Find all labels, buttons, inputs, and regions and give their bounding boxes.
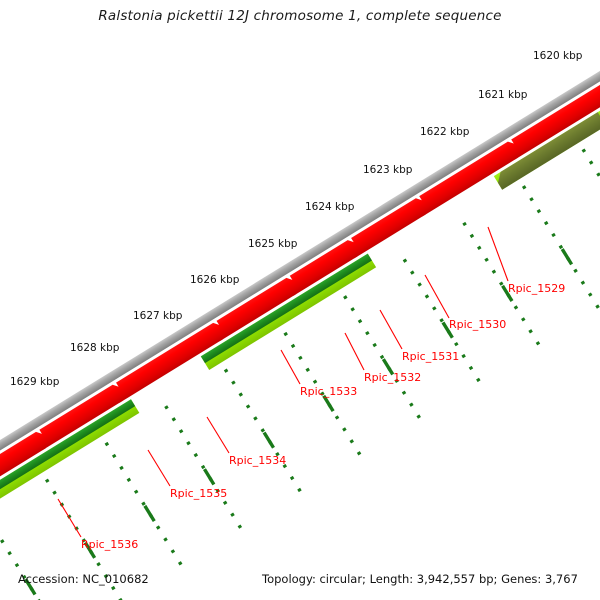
scale-tick [0, 515, 67, 600]
gene-block-reverse-olive[interactable] [494, 112, 600, 190]
gene-arrow-forward[interactable] [504, 70, 600, 160]
gene-leader-line [344, 332, 365, 371]
axis-tick-label: 1628 kbp [70, 342, 120, 354]
gene-label-rpic-1536[interactable]: Rpic_1536 [81, 538, 139, 551]
accession-text: Accession: NC_010682 [18, 572, 149, 586]
scale-tick [0, 551, 8, 600]
scale-tick-group [0, 148, 600, 600]
gene-arrow-forward[interactable] [344, 194, 432, 259]
scale-tick-major [322, 394, 335, 413]
scale-tick [581, 148, 600, 279]
scale-tick-major [203, 468, 216, 486]
gene-arrow-forward[interactable] [283, 236, 365, 297]
axis-tick-label: 1627 kbp [133, 310, 183, 322]
gene-label-rpic-1532[interactable]: Rpic_1532 [364, 371, 422, 384]
scale-tick-major [262, 431, 275, 449]
gene-label-rpic-1530[interactable]: Rpic_1530 [449, 318, 507, 331]
gene-arrow-forward[interactable] [109, 319, 230, 404]
axis-tick-label: 1626 kbp [190, 274, 240, 286]
sequence-stats-text: Topology: circular; Length: 3,942,557 bp… [262, 572, 578, 586]
gene-block-reverse[interactable] [0, 399, 136, 600]
gene-leader-line [424, 274, 450, 319]
gene-leader-line [147, 449, 171, 487]
page-title: Ralstonia pickettii 12J chromosome 1, co… [98, 8, 502, 24]
scale-tick-major [83, 541, 97, 559]
gene-leader-line [206, 416, 230, 454]
scale-tick-major [24, 578, 37, 596]
scale-tick-major [381, 358, 395, 376]
gene-arrow-forward[interactable] [412, 137, 524, 217]
gene-arrow-forward[interactable] [33, 381, 130, 451]
gene-label-rpic-1531[interactable]: Rpic_1531 [402, 350, 460, 363]
gene-label-rpic-1533[interactable]: Rpic_1533 [300, 385, 358, 398]
gene-label-rpic-1534[interactable]: Rpic_1534 [229, 454, 287, 467]
scale-tick-major [560, 248, 574, 266]
gene-label-rpic-1529[interactable]: Rpic_1529 [508, 282, 566, 295]
scale-tick-major [501, 284, 514, 302]
axis-tick-label: 1622 kbp [420, 126, 470, 138]
scale-tick-major [143, 504, 156, 523]
axis-tick-label: 1625 kbp [248, 238, 298, 250]
gene-leader-line [57, 498, 82, 538]
axis-tick-label: 1629 kbp [10, 376, 60, 388]
axis-tick-label: 1624 kbp [305, 201, 355, 213]
axis-tick-label: 1621 kbp [478, 89, 528, 101]
axis-tick-label: 1623 kbp [363, 164, 413, 176]
axis-tick-label: 1620 kbp [533, 50, 583, 62]
gene-block-reverse[interactable] [200, 253, 372, 364]
gene-arrow-forward[interactable] [210, 274, 303, 342]
gene-leader-line [280, 349, 301, 385]
gene-label-rpic-1535[interactable]: Rpic_1535 [170, 487, 228, 500]
gene-leader-line [379, 309, 403, 350]
gene-leader-line [487, 226, 509, 282]
gene-leader-line-group [57, 226, 509, 538]
scale-tick-major [441, 321, 454, 339]
